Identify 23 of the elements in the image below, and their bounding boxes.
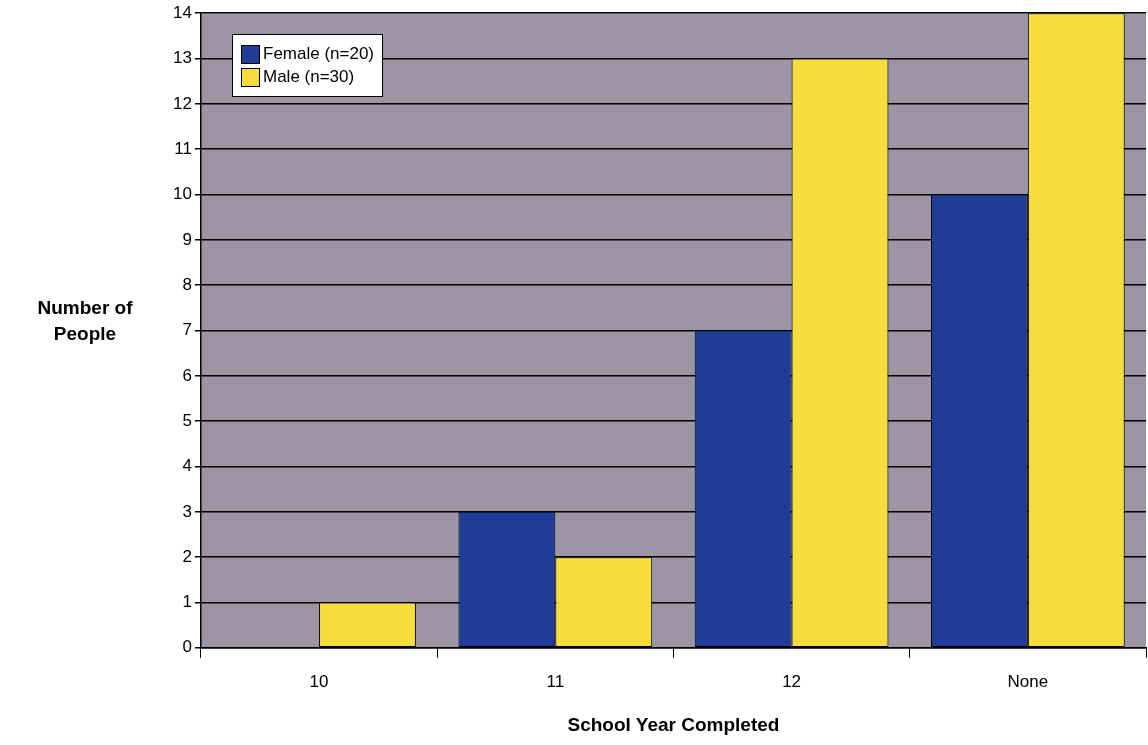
y-tick-label: 7 (182, 320, 192, 340)
y-tick-label: 5 (182, 410, 192, 430)
y-tick-label: 4 (182, 456, 192, 476)
legend-label: Female (n=20) (263, 44, 375, 64)
y-tick-label: 9 (182, 229, 192, 249)
x-tick-label: None (1007, 671, 1049, 691)
y-tick-label: 14 (172, 2, 192, 22)
y-tick-label: 0 (182, 637, 192, 657)
y-tick-label: 13 (172, 48, 192, 68)
y-tick-label: 2 (182, 546, 192, 566)
y-tick-label: 11 (174, 138, 192, 158)
y-tick-label: 3 (182, 501, 192, 521)
x-axis-title: School Year Completed (567, 713, 780, 735)
y-tick-label: 1 (182, 592, 192, 612)
y-tick-label: 12 (172, 93, 192, 113)
x-tick-label: 11 (546, 671, 565, 691)
x-tick-label: 12 (782, 671, 802, 691)
y-tick-label: 8 (182, 274, 192, 294)
x-tick-label: 10 (309, 671, 329, 691)
legend-label: Male (n=30) (263, 67, 355, 87)
y-axis-title: Number of People (36, 296, 134, 346)
y-tick-label: 6 (182, 365, 192, 385)
y-tick-label: 10 (172, 184, 192, 204)
